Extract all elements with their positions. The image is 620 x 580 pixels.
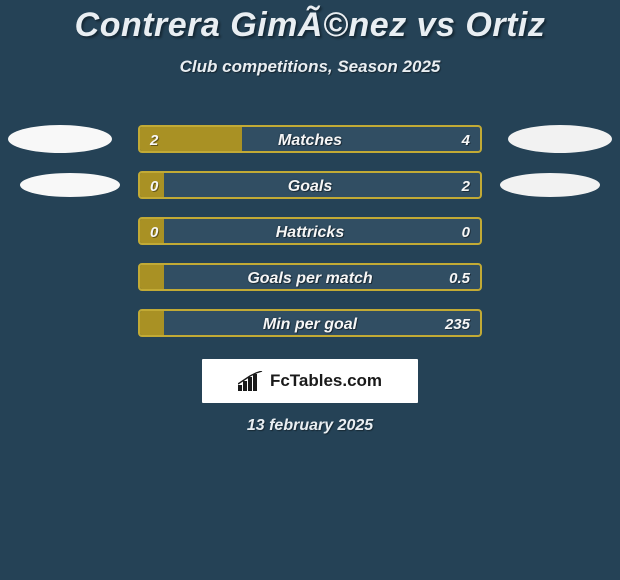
bars-icon <box>238 371 264 391</box>
stat-row: 24Matches <box>0 115 620 161</box>
date-text: 13 february 2025 <box>0 417 620 435</box>
stat-bar: 235Min per goal <box>138 309 482 337</box>
player-right-marker <box>500 173 600 197</box>
page-subtitle: Club competitions, Season 2025 <box>0 57 620 77</box>
stat-label: Hattricks <box>140 219 480 245</box>
stat-right-value: 0 <box>462 219 470 245</box>
stat-bar: 00Hattricks <box>138 217 482 245</box>
stat-label: Min per goal <box>140 311 480 337</box>
stat-bar: 24Matches <box>138 125 482 153</box>
brand-text: FcTables.com <box>270 371 382 391</box>
stat-row: 02Goals <box>0 161 620 207</box>
stat-right-value: 0.5 <box>449 265 470 291</box>
stat-bar-left-fill <box>140 173 164 199</box>
stat-bar-left-fill <box>140 219 164 245</box>
stat-right-value: 2 <box>462 173 470 199</box>
stat-bar: 0.5Goals per match <box>138 263 482 291</box>
stat-bar-left-fill <box>140 265 164 291</box>
stat-right-value: 235 <box>445 311 470 337</box>
stat-bar: 02Goals <box>138 171 482 199</box>
page-title: Contrera GimÃ©nez vs Ortiz <box>0 0 620 45</box>
stat-label: Goals per match <box>140 265 480 291</box>
stat-bar-left-fill <box>140 127 242 153</box>
brand-badge[interactable]: FcTables.com <box>202 359 418 403</box>
stat-row: 235Min per goal <box>0 299 620 345</box>
stat-label: Goals <box>140 173 480 199</box>
comparison-card: Contrera GimÃ©nez vs Ortiz Club competit… <box>0 0 620 580</box>
stat-row: 00Hattricks <box>0 207 620 253</box>
player-left-marker <box>8 125 112 153</box>
player-right-marker <box>508 125 612 153</box>
player-left-marker <box>20 173 120 197</box>
stat-right-value: 4 <box>462 127 470 153</box>
stat-row: 0.5Goals per match <box>0 253 620 299</box>
stat-bar-left-fill <box>140 311 164 337</box>
comparison-rows: 24Matches02Goals00Hattricks0.5Goals per … <box>0 115 620 345</box>
